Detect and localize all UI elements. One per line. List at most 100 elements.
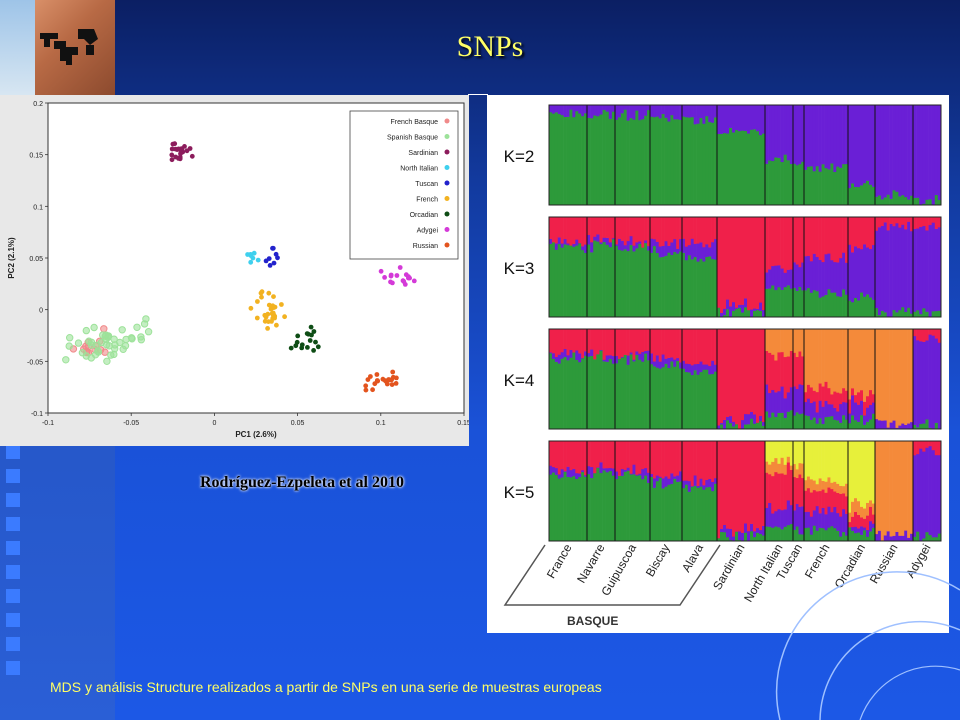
structure-segment (554, 474, 559, 542)
scatter-point (266, 290, 272, 296)
structure-segment (818, 400, 822, 419)
structure-segment (901, 329, 905, 424)
structure-segment (723, 329, 727, 420)
structure-segment (605, 329, 610, 356)
structure-segment (836, 329, 840, 393)
structure-segment (907, 329, 911, 424)
structure-segment (875, 418, 879, 430)
structure-segment (928, 224, 932, 318)
structure-segment (635, 441, 639, 475)
structure-segment (863, 244, 867, 297)
structure-segment (901, 441, 905, 536)
x-tick-label: -0.1 (42, 420, 54, 427)
structure-segment (729, 528, 733, 541)
structure-segment (682, 217, 686, 239)
structure-segment (798, 163, 802, 206)
legend-label: Adygei (417, 228, 439, 235)
structure-segment (566, 329, 570, 356)
structure-segment (551, 105, 556, 114)
structure-segment (806, 398, 811, 417)
structure-segment (880, 217, 885, 226)
structure-segment (804, 511, 808, 529)
structure-segment (895, 329, 899, 428)
structure-segment (756, 105, 760, 132)
structure-segment (658, 329, 662, 362)
structure-segment (750, 217, 754, 310)
structure-segment (664, 217, 668, 242)
structure-segment (615, 478, 619, 542)
scatter-point (271, 305, 277, 310)
scatter-point (383, 379, 389, 384)
structure-segment (693, 441, 697, 476)
structure-segment (699, 371, 703, 430)
structure-segment (877, 105, 882, 196)
structure-segment (777, 441, 781, 464)
structure-segment (690, 486, 694, 542)
structure-segment (584, 244, 588, 254)
structure-segment (809, 329, 814, 388)
structure-segment (848, 329, 852, 400)
structure-segment (898, 535, 902, 542)
structure-segment (702, 105, 706, 124)
structure-segment (741, 532, 745, 542)
scatter-point (90, 323, 98, 332)
structure-segment (922, 105, 926, 204)
structure-segment (771, 329, 775, 355)
structure-segment (549, 474, 553, 542)
structure-segment (557, 105, 561, 115)
structure-segment (670, 473, 674, 484)
structure-segment (661, 354, 665, 368)
structure-segment (644, 467, 648, 476)
legend-label: Russian (413, 243, 438, 250)
structure-segment (661, 366, 665, 430)
structure-segment (590, 329, 594, 350)
structure-segment (658, 477, 662, 542)
structure-segment (910, 313, 914, 318)
structure-segment (560, 477, 564, 542)
structure-segment (795, 217, 799, 265)
structure-segment (857, 441, 861, 502)
structure-segment (765, 350, 769, 385)
structure-segment (863, 518, 867, 528)
structure-segment (898, 105, 902, 197)
structure-segment (860, 389, 864, 401)
structure-segment (658, 441, 662, 477)
structure-segment (650, 217, 654, 239)
structure-segment (615, 119, 619, 206)
structure-segment (753, 441, 757, 532)
structure-segment (815, 391, 819, 413)
structure-segment (726, 105, 730, 134)
structure-segment (806, 415, 811, 430)
structure-segment (931, 222, 936, 312)
structure-segment (747, 329, 751, 415)
structure-segment (599, 217, 603, 243)
structure-segment (777, 390, 781, 413)
structure-segment (910, 533, 914, 542)
structure-segment (726, 420, 730, 430)
structure-segment (747, 413, 751, 425)
structure-segment (795, 469, 799, 479)
structure-segment (735, 308, 739, 318)
structure-segment (602, 241, 606, 318)
structure-segment (812, 105, 817, 172)
structure-segment (684, 441, 689, 481)
structure-segment (732, 441, 736, 537)
structure-segment (581, 115, 585, 206)
structure-segment (848, 512, 852, 523)
structure-segment (875, 533, 879, 542)
structure-segment (670, 105, 674, 116)
structure-segment (652, 487, 657, 542)
structure-segment (857, 421, 861, 430)
structure-segment (676, 105, 680, 120)
structure-segment (714, 371, 718, 430)
structure-segment (587, 465, 591, 475)
structure-segment (584, 355, 588, 430)
structure-segment (551, 217, 556, 243)
structure-segment (650, 353, 654, 365)
structure-segment (702, 489, 706, 542)
structure-segment (789, 288, 794, 318)
structure-segment (726, 299, 730, 310)
structure-segment (910, 421, 914, 430)
structure-segment (620, 356, 625, 358)
structure-segment (877, 420, 882, 430)
